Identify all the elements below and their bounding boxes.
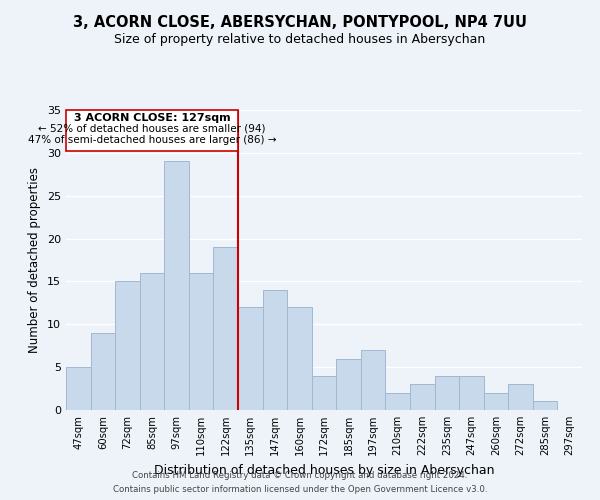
Y-axis label: Number of detached properties: Number of detached properties	[28, 167, 41, 353]
Bar	[312, 376, 336, 410]
Bar	[508, 384, 533, 410]
Bar	[361, 350, 385, 410]
Bar	[214, 247, 238, 410]
Text: ← 52% of detached houses are smaller (94): ← 52% of detached houses are smaller (94…	[38, 124, 266, 134]
Bar	[164, 162, 189, 410]
Bar	[66, 110, 238, 151]
Bar	[410, 384, 434, 410]
X-axis label: Distribution of detached houses by size in Abersychan: Distribution of detached houses by size …	[154, 464, 494, 476]
Text: 3 ACORN CLOSE: 127sqm: 3 ACORN CLOSE: 127sqm	[74, 112, 230, 122]
Bar	[385, 393, 410, 410]
Bar	[263, 290, 287, 410]
Text: Contains public sector information licensed under the Open Government Licence v3: Contains public sector information licen…	[113, 484, 487, 494]
Bar	[434, 376, 459, 410]
Bar	[238, 307, 263, 410]
Text: Size of property relative to detached houses in Abersychan: Size of property relative to detached ho…	[115, 32, 485, 46]
Bar	[189, 273, 214, 410]
Bar	[287, 307, 312, 410]
Bar	[484, 393, 508, 410]
Bar	[140, 273, 164, 410]
Bar	[533, 402, 557, 410]
Bar	[459, 376, 484, 410]
Text: Contains HM Land Registry data © Crown copyright and database right 2024.: Contains HM Land Registry data © Crown c…	[132, 472, 468, 480]
Bar	[115, 282, 140, 410]
Bar	[66, 367, 91, 410]
Text: 3, ACORN CLOSE, ABERSYCHAN, PONTYPOOL, NP4 7UU: 3, ACORN CLOSE, ABERSYCHAN, PONTYPOOL, N…	[73, 15, 527, 30]
Bar	[91, 333, 115, 410]
Text: 47% of semi-detached houses are larger (86) →: 47% of semi-detached houses are larger (…	[28, 135, 276, 145]
Bar	[336, 358, 361, 410]
